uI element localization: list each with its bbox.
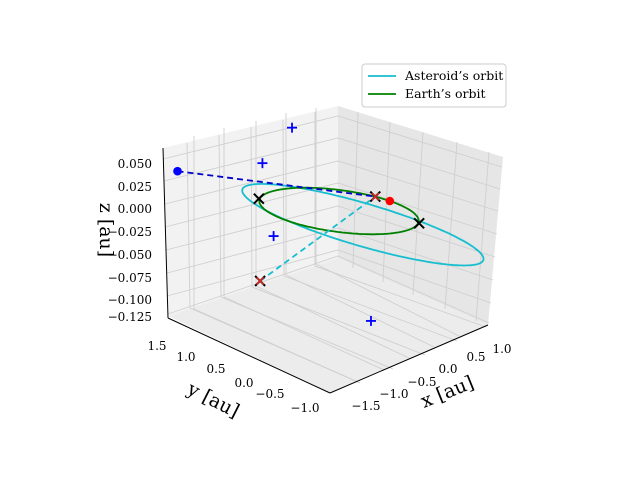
blue-plus-marker xyxy=(268,231,279,242)
grid-y xyxy=(218,134,394,370)
z-tick-label: −0.025 xyxy=(108,225,152,239)
red-x-marker xyxy=(256,276,265,286)
x-tick-label: −0.5 xyxy=(407,375,436,389)
x-tick-label: −1.0 xyxy=(379,387,408,401)
z-tick-label: 0.050 xyxy=(118,157,152,171)
x-tick-label: 0.0 xyxy=(438,362,457,376)
dashed-connector xyxy=(259,195,376,282)
z-tick-label: 0.025 xyxy=(118,180,152,194)
axis-lines xyxy=(162,147,489,394)
blue-plus-marker xyxy=(287,122,298,133)
grid-x xyxy=(193,136,359,383)
grid-z xyxy=(167,255,490,324)
legend-box xyxy=(361,63,507,108)
grid-z xyxy=(164,160,499,212)
black-x-marker xyxy=(253,192,265,205)
y-tick-label: 0.0 xyxy=(234,376,253,390)
axes-panes xyxy=(163,106,503,393)
z-axis-line xyxy=(162,147,169,319)
grid-z xyxy=(164,182,498,235)
z-axis-label: z [au] xyxy=(95,203,117,257)
grid-y xyxy=(314,112,487,328)
grid-x xyxy=(223,128,385,371)
legend: Asteroid’s orbit Earth’s orbit xyxy=(361,63,507,108)
grid-z xyxy=(163,137,501,190)
grid-x xyxy=(315,108,460,337)
blue-plus-marker xyxy=(257,158,268,169)
y-tick-label: 1.0 xyxy=(176,350,195,364)
back-pane-left xyxy=(163,106,338,316)
black-x-marker xyxy=(413,217,425,230)
dashed-connector xyxy=(177,170,376,198)
blue-dot-marker xyxy=(173,166,182,176)
y-tick-label: 1.5 xyxy=(147,339,166,353)
tick-labels: 0.050 0.025 0.000 −0.025 −0.050 −0.075 −0.100 −… xyxy=(108,157,512,415)
x-tick-label: 1.0 xyxy=(492,342,511,356)
grid-x xyxy=(285,113,435,348)
legend-label-asteroid: Asteroid’s orbit xyxy=(404,68,503,83)
grid-z xyxy=(165,205,496,258)
grid-x xyxy=(444,141,458,310)
y-tick-label: −0.5 xyxy=(255,387,284,401)
grid-x xyxy=(412,131,424,296)
y-axis-line xyxy=(167,317,331,394)
grid-z xyxy=(162,115,503,168)
y-tick-label: −1.0 xyxy=(290,401,319,415)
back-pane-right xyxy=(338,106,503,325)
blue-plus-marker xyxy=(365,315,376,326)
z-tick-label: −0.100 xyxy=(108,293,152,307)
grid-lines xyxy=(162,108,503,384)
z-tick-label: −0.075 xyxy=(108,271,152,285)
data-layer xyxy=(173,122,485,326)
grid-y xyxy=(282,119,458,342)
grid-x xyxy=(352,111,359,269)
z-tick-label: 0.000 xyxy=(118,202,152,216)
legend-label-earth: Earth’s orbit xyxy=(405,86,486,101)
red-x-marker xyxy=(371,192,380,201)
y-tick-label: 0.5 xyxy=(206,362,225,376)
z-tick-label: −0.125 xyxy=(108,310,152,324)
z-tick-label: −0.050 xyxy=(108,248,152,262)
x-tick-label: 0.5 xyxy=(466,350,485,364)
x-axis-line xyxy=(329,324,489,394)
grid-x xyxy=(475,151,490,322)
x-tick-label: −1.5 xyxy=(351,399,380,413)
red-dot-marker xyxy=(385,196,395,206)
